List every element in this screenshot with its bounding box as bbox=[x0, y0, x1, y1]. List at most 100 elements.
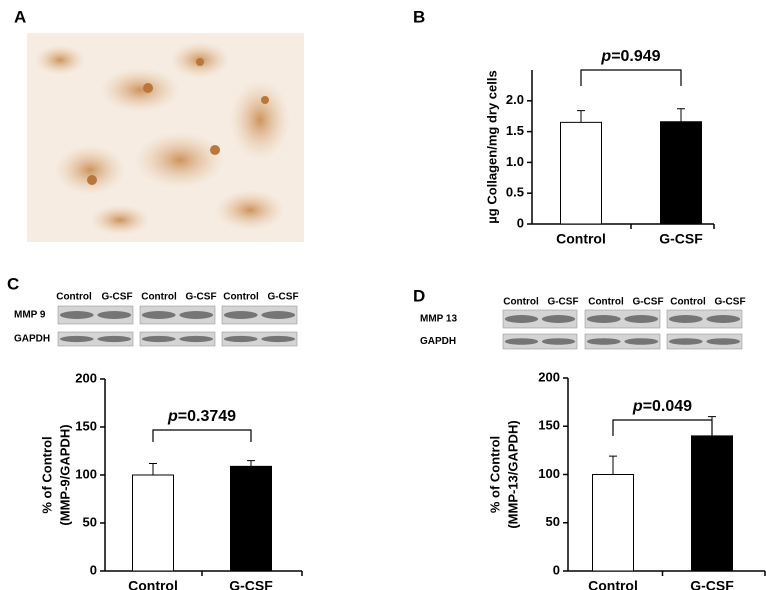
blot-band bbox=[586, 315, 621, 323]
bar bbox=[560, 121, 602, 225]
lane-label: Control bbox=[588, 297, 624, 308]
y-axis-label: % of Control bbox=[39, 436, 54, 513]
y-axis-label: µg Collagen/mg dry cells bbox=[484, 70, 499, 223]
blot-band bbox=[504, 338, 539, 345]
annotation: p=0.049 bbox=[632, 398, 692, 415]
blot-band bbox=[541, 315, 576, 323]
annotation: p=0.949 bbox=[600, 48, 660, 65]
lane-label: G-CSF bbox=[267, 292, 298, 303]
row-label: MMP 9 bbox=[14, 310, 46, 321]
blot-strip bbox=[57, 305, 134, 325]
blot-strip bbox=[221, 331, 298, 347]
blot-band bbox=[141, 311, 176, 319]
x-tick-label: G-CSF bbox=[229, 578, 273, 590]
y-tick-label: 150 bbox=[538, 418, 560, 433]
blot-strip bbox=[221, 305, 298, 325]
blot-band bbox=[223, 335, 258, 343]
blot-band bbox=[97, 335, 132, 343]
significance-bracket bbox=[152, 429, 252, 442]
lane-label: G-CSF bbox=[101, 292, 132, 303]
blot-band bbox=[504, 315, 539, 323]
y-axis-label: % of Control bbox=[487, 436, 502, 513]
y-tick-label: 2.0 bbox=[506, 92, 524, 107]
lane-label: G-CSF bbox=[185, 292, 216, 303]
annotation: p=0.3749 bbox=[167, 408, 236, 425]
lane-label: Control bbox=[503, 297, 539, 308]
bar bbox=[230, 465, 272, 572]
error-bar bbox=[677, 108, 685, 122]
blot-band bbox=[624, 315, 659, 323]
blot-band bbox=[261, 311, 296, 319]
x-tick-label: G-CSF bbox=[659, 231, 703, 247]
x-tick-label: Control bbox=[556, 231, 606, 247]
blot-strip bbox=[584, 333, 661, 350]
blot-band bbox=[668, 315, 703, 323]
blot-band bbox=[179, 335, 214, 343]
lane-label: G-CSF bbox=[632, 297, 663, 308]
row-label: MMP 13 bbox=[420, 314, 457, 325]
lane-label: Control bbox=[141, 292, 177, 303]
y-tick-label: 200 bbox=[75, 370, 97, 385]
lane-label: Control bbox=[223, 292, 259, 303]
y-tick-label: 1.5 bbox=[506, 123, 524, 138]
y-tick-label: 0 bbox=[517, 215, 524, 230]
blot-band bbox=[141, 335, 176, 343]
panel-label: D bbox=[413, 286, 425, 305]
micrograph bbox=[27, 33, 304, 242]
blot-strip bbox=[502, 333, 578, 350]
panel-label: B bbox=[413, 7, 425, 26]
y-tick-label: 0 bbox=[553, 562, 560, 577]
row-label: GAPDH bbox=[14, 334, 50, 345]
blot-band bbox=[261, 335, 296, 343]
blot-band bbox=[586, 338, 621, 345]
x-tick-label: Control bbox=[128, 578, 178, 590]
blot-strip bbox=[139, 331, 216, 347]
y-tick-label: 100 bbox=[538, 466, 560, 481]
blot-band bbox=[624, 338, 659, 345]
blot-strip bbox=[666, 309, 743, 329]
significance-bracket bbox=[612, 419, 713, 436]
y-axis-label: (MMP-9/GAPDH) bbox=[57, 424, 72, 525]
bar bbox=[592, 474, 634, 572]
lane-label: Control bbox=[670, 297, 706, 308]
blot-band bbox=[179, 311, 214, 319]
blot-band bbox=[59, 311, 94, 319]
error-bar bbox=[577, 110, 585, 123]
blot-strip bbox=[139, 305, 216, 325]
y-tick-label: 50 bbox=[546, 514, 560, 529]
y-tick-label: 150 bbox=[75, 418, 97, 433]
blot-band bbox=[59, 335, 94, 343]
blot-band bbox=[97, 311, 132, 319]
y-axis-label: (MMP-13/GAPDH) bbox=[505, 420, 520, 528]
significance-bracket bbox=[580, 69, 682, 86]
blot-strip bbox=[666, 333, 743, 350]
lane-label: G-CSF bbox=[714, 297, 745, 308]
y-tick-label: 0 bbox=[90, 562, 97, 577]
bar bbox=[691, 435, 733, 572]
y-tick-label: 200 bbox=[538, 369, 560, 384]
panel-label: C bbox=[7, 274, 19, 293]
error-bar bbox=[247, 460, 255, 467]
y-tick-label: 50 bbox=[83, 514, 97, 529]
blot-band bbox=[706, 338, 741, 345]
y-tick-label: 0.5 bbox=[506, 185, 524, 200]
lane-label: Control bbox=[56, 292, 92, 303]
y-tick-label: 100 bbox=[75, 466, 97, 481]
blot-strip bbox=[584, 309, 661, 329]
error-bar bbox=[609, 455, 617, 475]
bar bbox=[660, 121, 702, 225]
x-tick-label: Control bbox=[588, 578, 638, 590]
blot-band bbox=[541, 338, 576, 345]
lane-label: G-CSF bbox=[547, 297, 578, 308]
error-bar bbox=[149, 462, 157, 475]
blot-band bbox=[668, 338, 703, 345]
y-tick-label: 1.0 bbox=[506, 154, 524, 169]
blot-band bbox=[706, 315, 741, 323]
panel-label: A bbox=[14, 7, 26, 26]
blot-band bbox=[223, 311, 258, 319]
x-tick-label: G-CSF bbox=[690, 578, 734, 590]
blot-strip bbox=[502, 309, 578, 329]
blot-strip bbox=[57, 331, 134, 347]
bar bbox=[132, 474, 174, 572]
